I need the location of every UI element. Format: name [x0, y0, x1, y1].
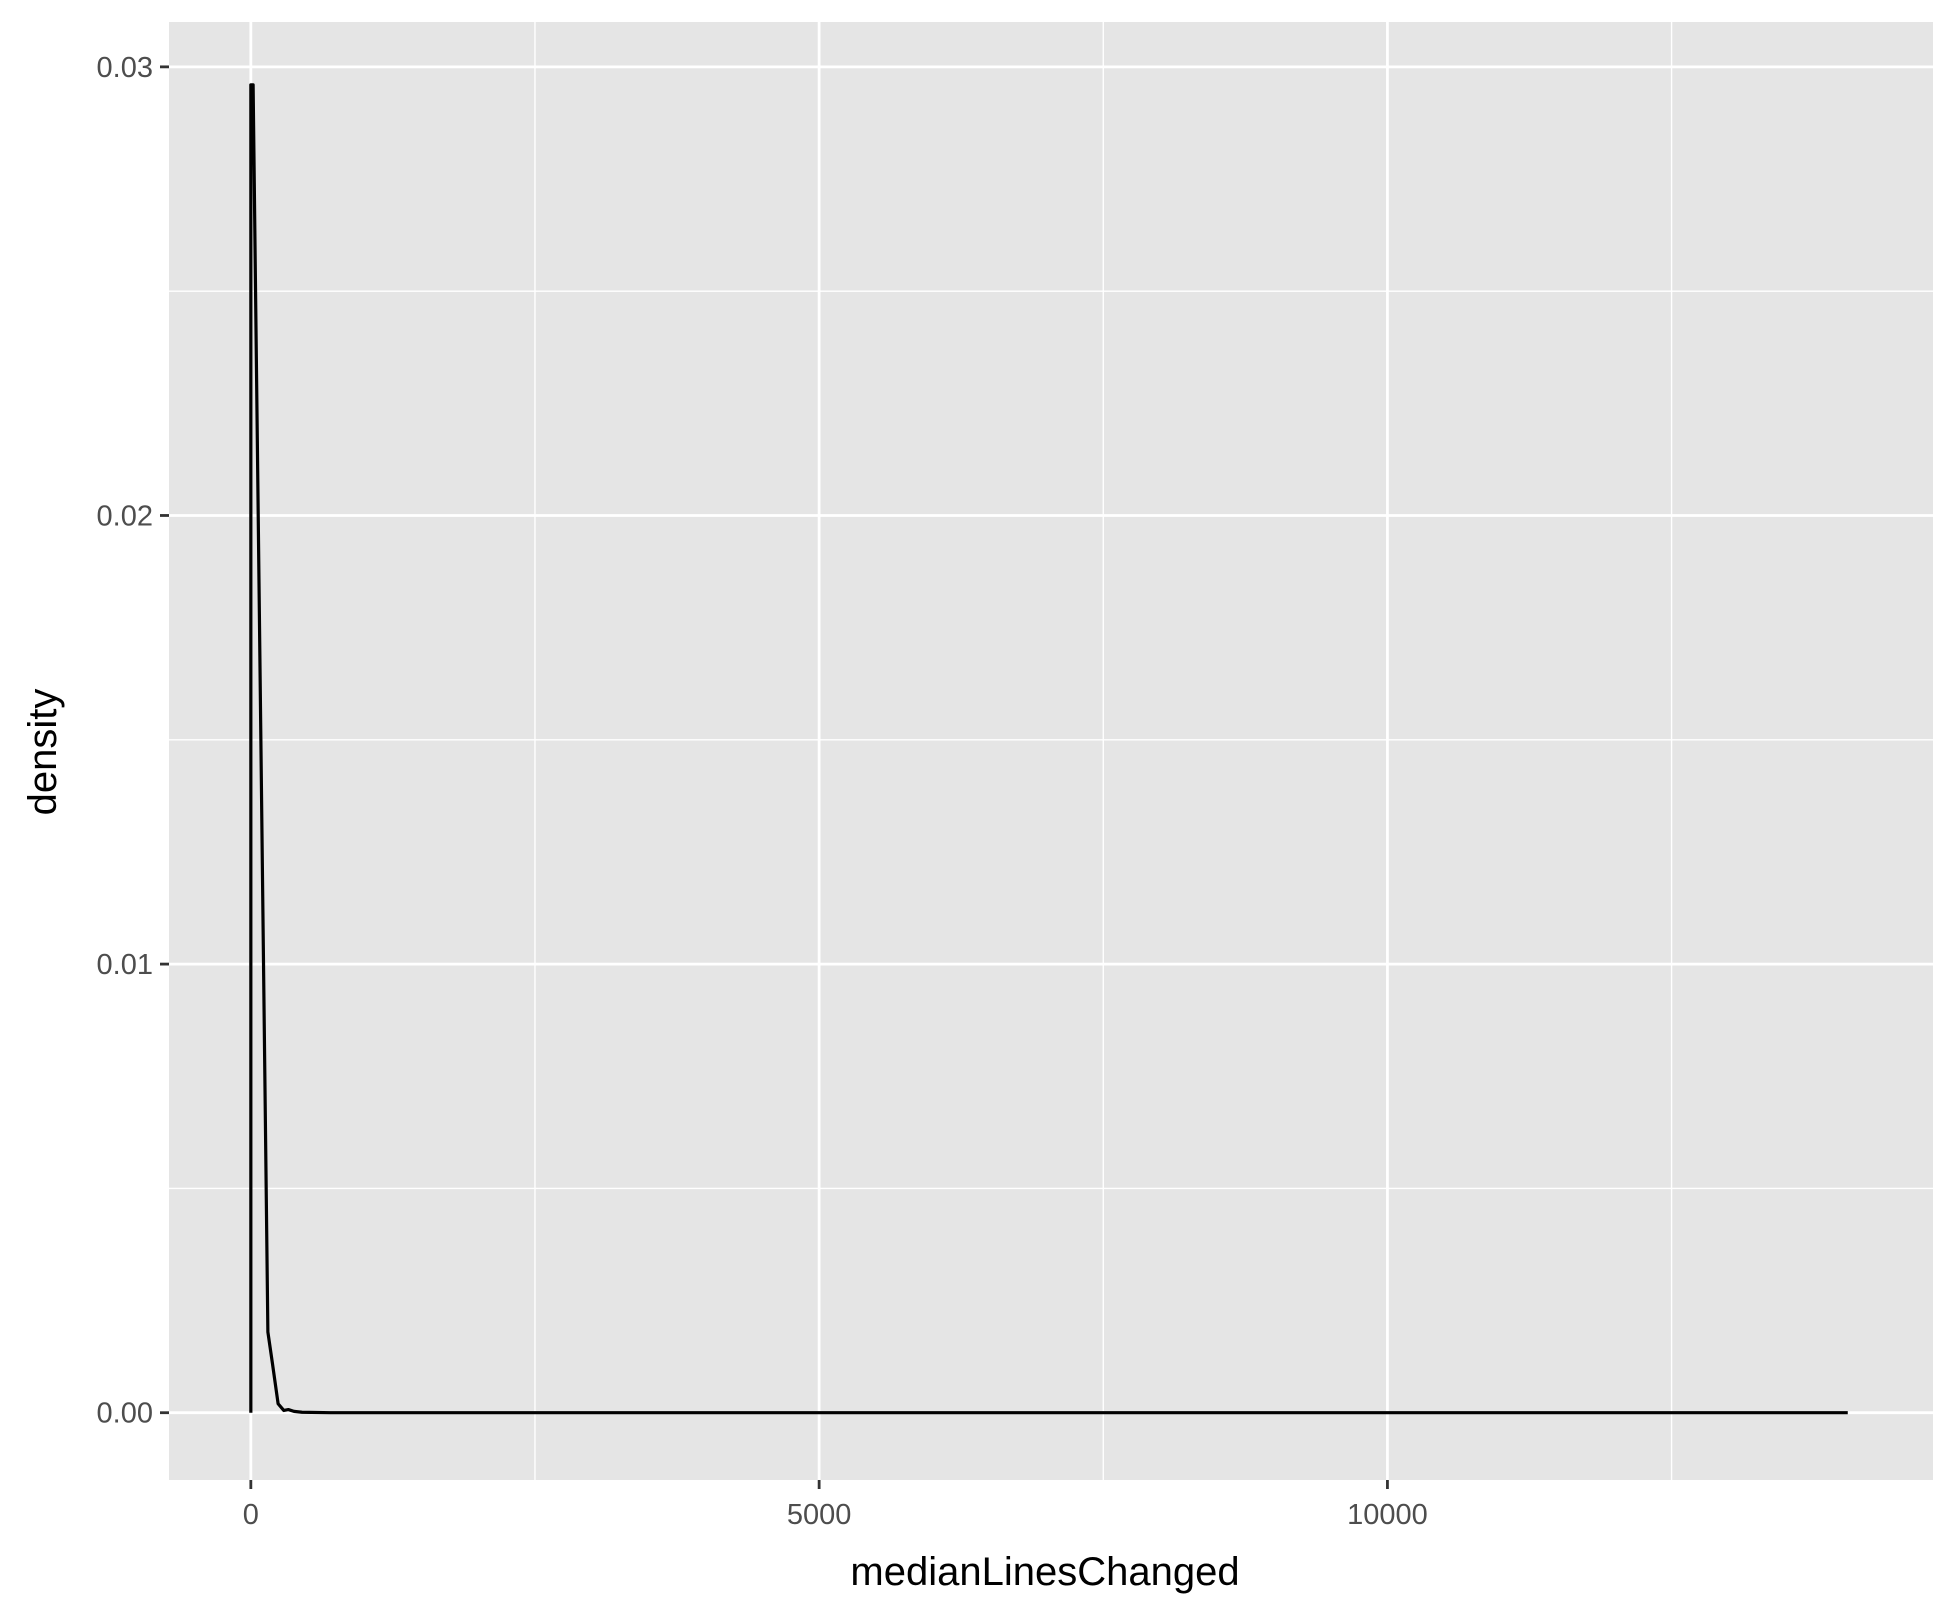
y-tick-label: 0.03 — [97, 52, 153, 84]
plot-panel — [169, 22, 1933, 1480]
density-line — [249, 83, 1848, 1415]
minor-grid — [169, 22, 1933, 1480]
x-axis-title: medianLinesChanged — [850, 1550, 1239, 1594]
y-tick-label: 0.01 — [97, 949, 153, 981]
x-tick-label: 0 — [243, 1499, 259, 1531]
y-tick-label: 0.02 — [97, 500, 153, 532]
x-tick-label: 10000 — [1347, 1499, 1428, 1531]
x-tick-label: 5000 — [787, 1499, 852, 1531]
x-axis: 0 5000 10000 — [243, 1480, 1428, 1531]
y-axis-title: density — [21, 689, 65, 816]
y-axis: 0.00 0.01 0.02 0.03 — [97, 52, 169, 1430]
y-tick-label: 0.00 — [97, 1398, 153, 1430]
